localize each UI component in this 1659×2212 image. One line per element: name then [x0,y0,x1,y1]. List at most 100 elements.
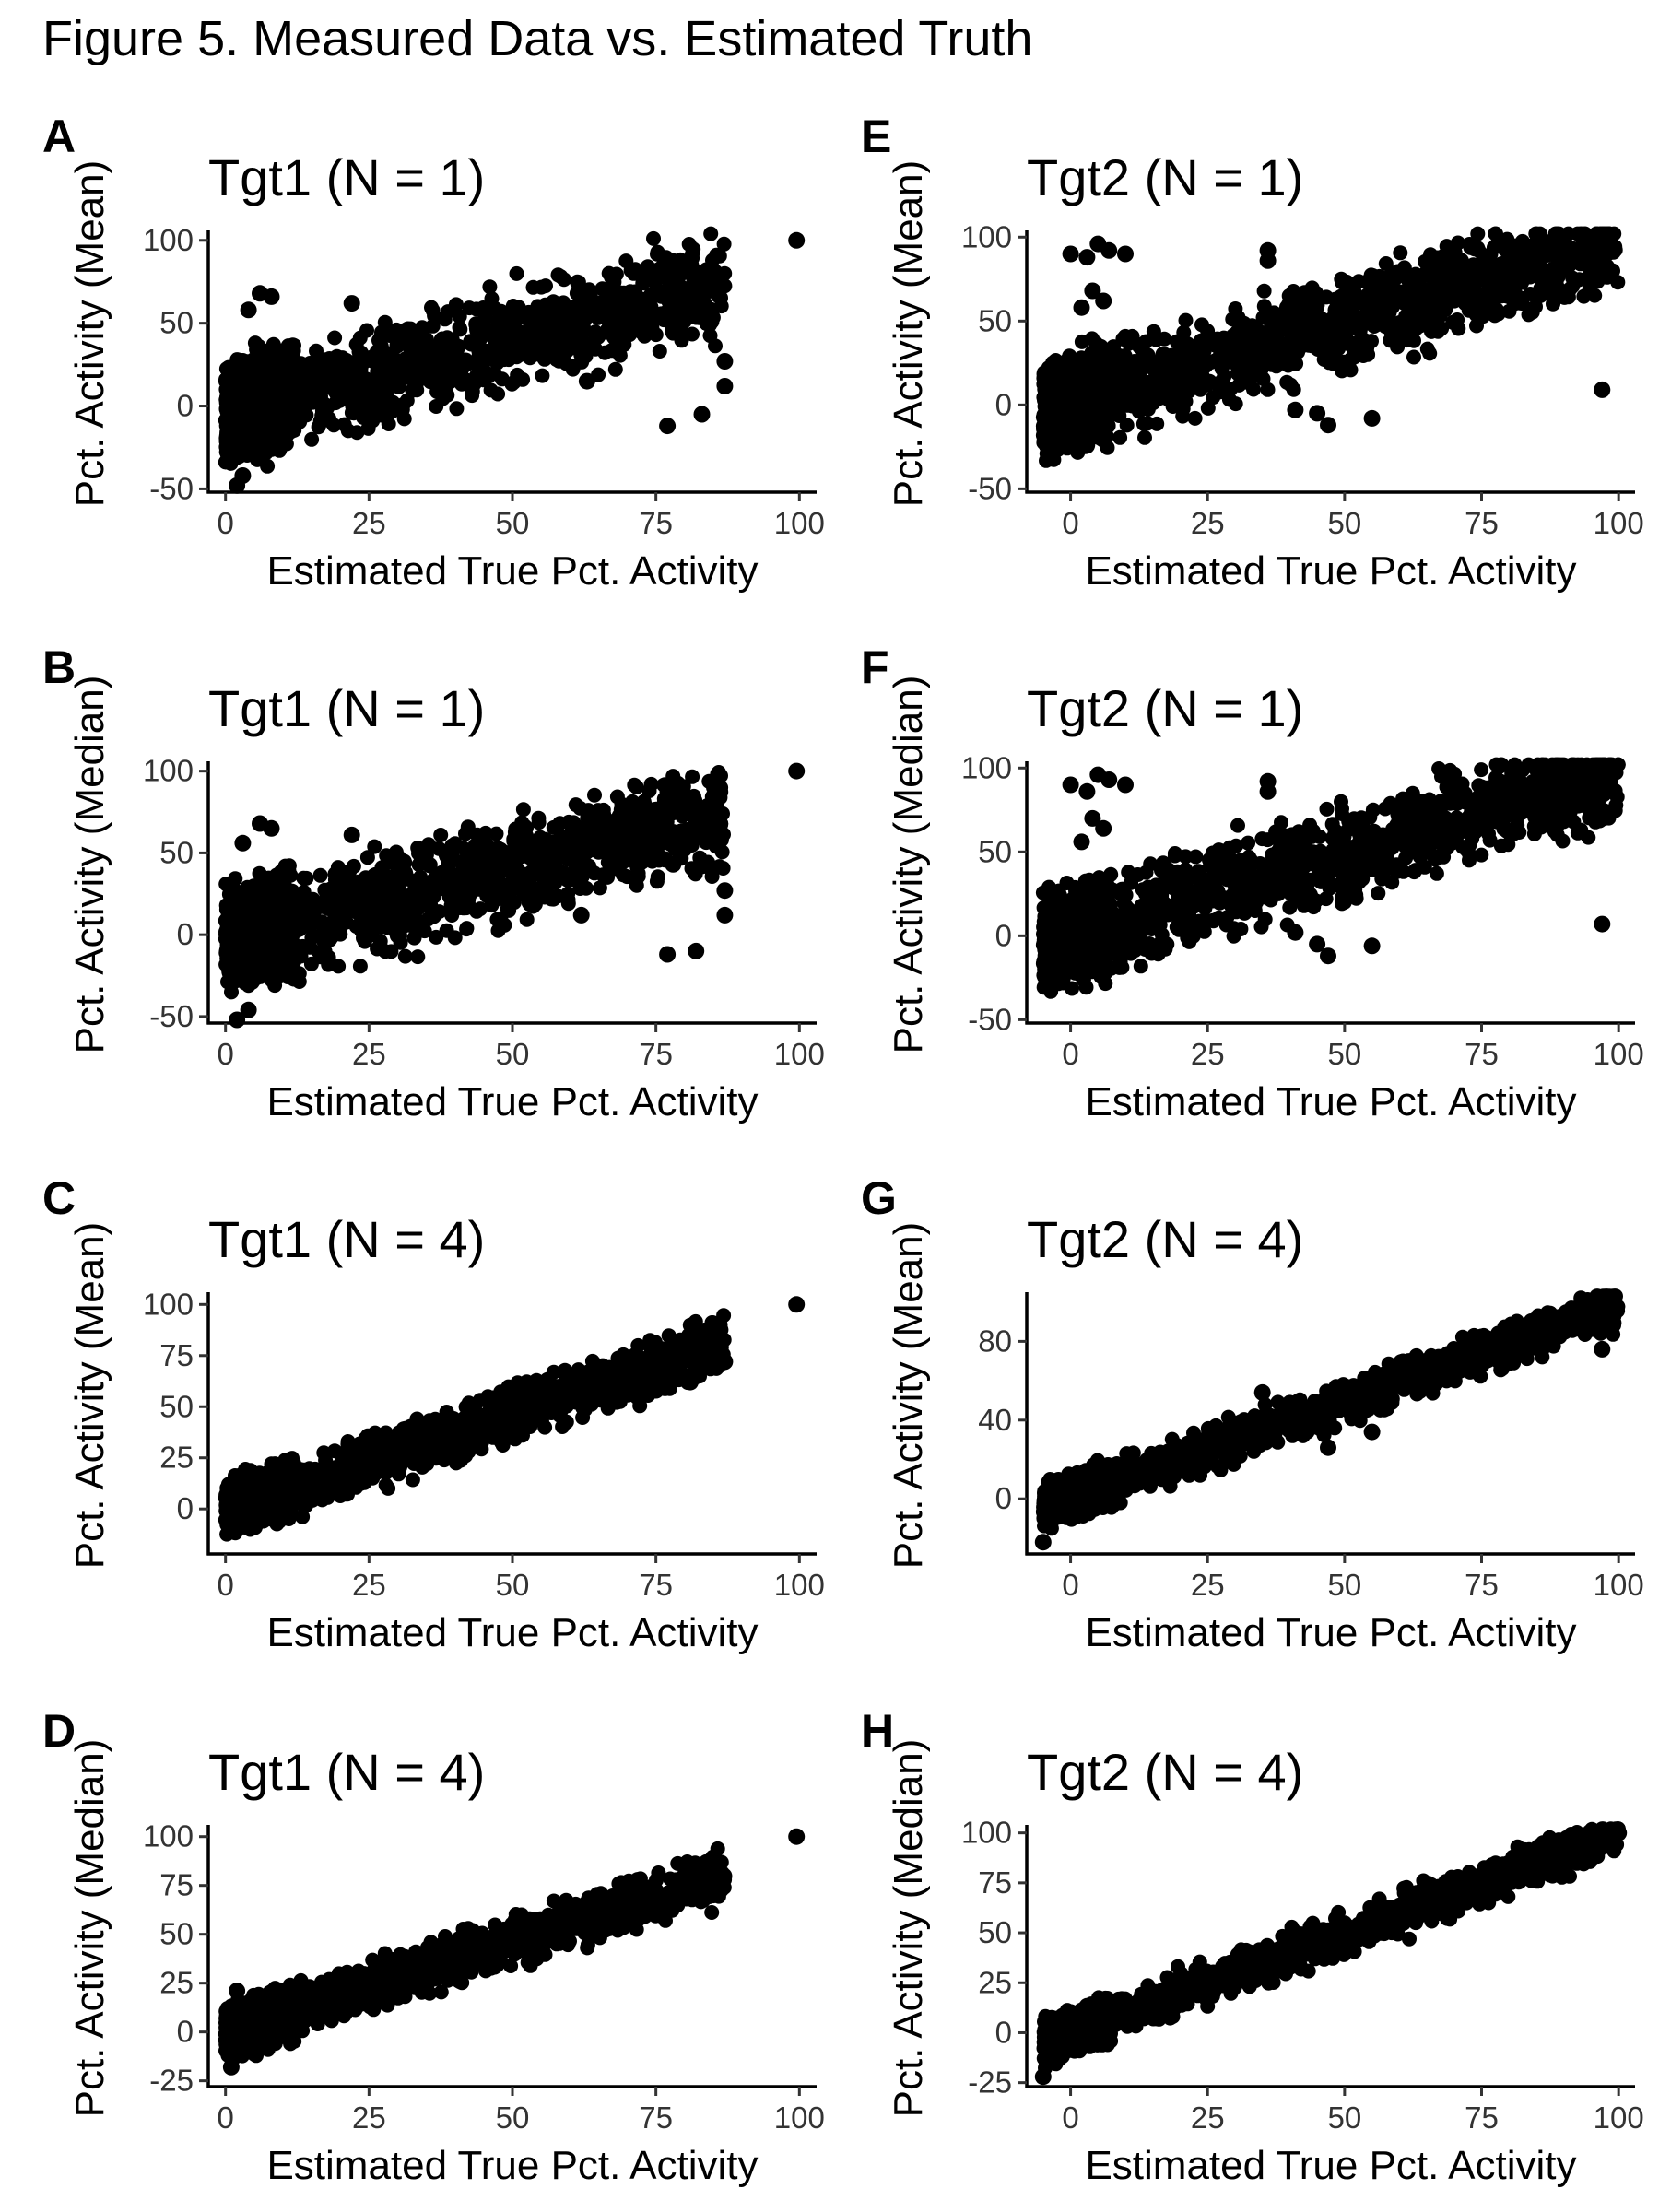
x-axis-title: Estimated True Pct. Activity [266,548,758,594]
data-point [477,301,493,317]
data-point [276,944,291,959]
data-point [626,808,641,824]
data-point [299,381,313,396]
data-point [240,943,255,958]
data-point [284,962,300,978]
x-tick-label: 100 [774,506,825,540]
data-point [657,777,673,793]
data-point [653,288,669,304]
data-point [538,278,553,294]
data-point [612,347,628,363]
data-point [614,310,629,325]
data-point [585,1389,601,1405]
data-point [471,360,487,375]
data-point [699,1322,714,1337]
data-point [472,1393,488,1408]
data-point [457,371,473,387]
data-point [480,851,496,865]
data-point [377,314,393,330]
data-point [372,374,388,390]
data-point [413,869,429,885]
data-point [311,419,326,435]
data-point [476,863,491,878]
data-point [658,305,674,320]
data-point [650,869,665,885]
y-tick-label: 100 [143,223,194,257]
data-point [261,374,276,390]
data-point [246,1494,261,1510]
data-point [713,817,728,832]
data-point [263,390,277,406]
scatter-points [218,226,806,494]
data-point [385,882,401,898]
data-point [464,878,479,894]
data-point [432,359,448,375]
data-point [253,872,269,888]
data-point [367,406,382,421]
data-point [688,310,704,325]
data-point [319,900,335,915]
data-point [629,1390,645,1406]
data-point [234,467,252,484]
data-point [571,825,587,841]
data-point [788,231,806,249]
data-point [570,275,585,290]
data-point [439,1405,454,1419]
data-point [501,902,517,918]
data-point [512,310,527,324]
data-point [605,833,620,849]
data-point [519,912,535,927]
data-point [492,322,508,337]
data-point [459,922,475,937]
data-point [331,367,347,382]
data-point [427,376,442,391]
data-point [587,824,602,840]
data-point [448,297,464,312]
data-point [505,1403,521,1418]
data-point [245,441,261,457]
data-point [375,1428,391,1443]
data-point [493,841,509,857]
data-point [258,951,274,966]
data-point [545,1403,560,1418]
data-point [359,323,374,338]
data-point [449,401,465,417]
data-point [426,909,441,924]
data-point [388,924,404,939]
y-axis-title: Pct. Activity (Mean) [67,1222,112,1570]
data-point [398,322,414,337]
data-point [700,854,715,870]
data-point [233,1487,249,1502]
data-point [304,431,320,447]
data-point [788,762,806,780]
data-point [629,859,645,875]
x-tick-label: 25 [352,506,386,540]
data-point [439,874,454,889]
data-point [398,1447,414,1463]
y-tick-label: 75 [159,1338,194,1372]
data-point [493,1413,508,1429]
x-tick-label: 100 [774,1037,825,1071]
data-point [340,423,356,439]
data-point [702,328,718,344]
data-point [429,929,444,945]
x-tick-label: 50 [496,506,530,540]
data-point [465,388,480,404]
data-point [363,927,379,943]
data-point [508,855,523,871]
data-point [461,898,477,912]
x-axis-title: Estimated True Pct. Activity [266,1610,758,1655]
data-point [397,948,413,964]
y-tick-label: 50 [159,306,194,340]
data-point [716,353,734,370]
data-point [305,394,321,410]
x-tick-label: 0 [217,506,233,540]
data-point [427,308,442,324]
data-point [230,1502,246,1518]
data-point [312,949,328,965]
data-point [688,866,703,882]
